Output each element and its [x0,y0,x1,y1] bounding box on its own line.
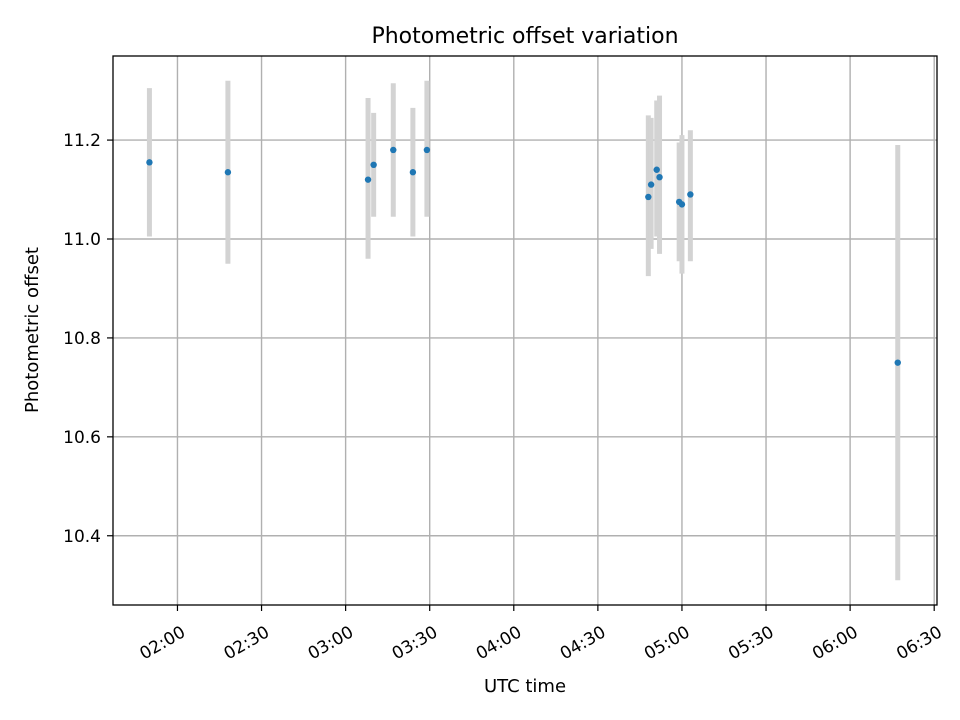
data-point [224,169,232,176]
data-points [146,146,901,366]
data-point [687,191,694,198]
data-point [645,193,652,201]
data-point [656,173,663,181]
y-tick-label: 10.6 [63,428,101,448]
data-point [894,359,901,366]
chart-title: Photometric offset variation [371,24,678,49]
data-point [678,201,686,208]
data-point [647,181,655,188]
y-axis-label: Photometric offset [22,247,43,413]
data-point [146,159,153,166]
data-point [409,169,417,176]
y-tick-label: 11.0 [63,230,101,250]
plot-frame [112,55,938,606]
y-tick-label: 11.2 [63,131,101,151]
y-axis-ticks: 10.4 10.6 10.8 11.0 11.2 [63,131,113,547]
data-point [423,146,431,154]
y-tick-label: 10.4 [63,527,101,547]
data-point [653,166,660,173]
data-point [364,176,372,183]
y-tick-label: 10.8 [63,329,101,349]
data-point [370,161,377,169]
data-point [390,146,397,154]
grid [113,56,937,605]
x-axis-label: UTC time [484,676,566,697]
